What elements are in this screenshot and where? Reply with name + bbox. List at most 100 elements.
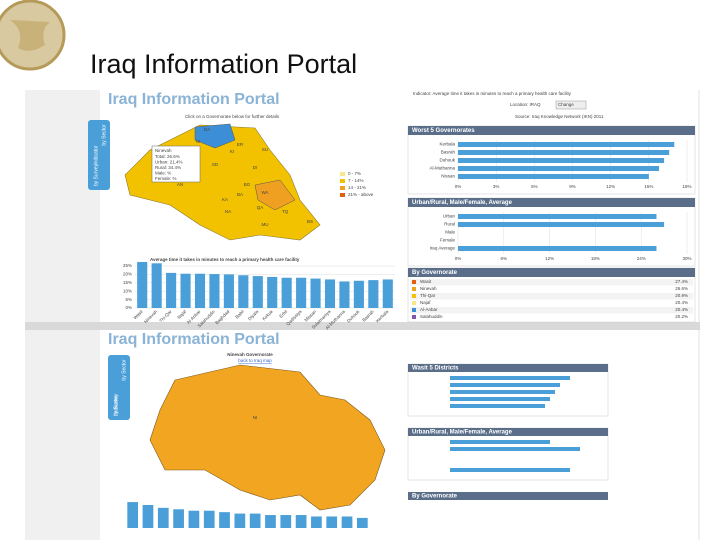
portal-header: Iraq Information Portal — [108, 331, 280, 348]
legend-swatch — [340, 179, 345, 183]
bar — [203, 510, 215, 528]
bar — [341, 516, 353, 528]
row-swatch — [412, 294, 416, 298]
panel-header — [408, 364, 608, 372]
row-bg — [410, 293, 693, 300]
row-name: Wasit — [420, 279, 432, 284]
bar — [151, 263, 162, 308]
map-label: TQ — [282, 209, 289, 214]
panel-title: Urban/Rural, Male/Female, Average — [412, 200, 513, 206]
bar — [252, 276, 263, 308]
indicator: Indicator: Average time it takes in minu… — [413, 91, 572, 96]
bar — [458, 166, 660, 171]
row-value: 20.4% — [675, 307, 688, 312]
bar — [209, 274, 220, 308]
change-button — [555, 100, 587, 110]
bar — [356, 517, 368, 528]
map-hint: Click on a Governorate below for further… — [185, 114, 280, 119]
bar — [267, 276, 278, 308]
legend-swatch — [340, 186, 345, 190]
row-bg — [410, 286, 693, 293]
category-label: Al-Muthanna — [429, 166, 455, 171]
x-tick-label: Najaf — [176, 308, 187, 319]
map-label: SU — [262, 147, 268, 152]
row-name: Al-Anbar — [420, 307, 438, 312]
panel — [407, 197, 696, 267]
category-label: Male — [445, 230, 455, 235]
tooltip — [151, 145, 201, 183]
tooltip-title: Ninevah — [155, 148, 172, 153]
slide-title: Iraq Information Portal — [90, 49, 357, 79]
bar — [142, 504, 154, 528]
bar — [458, 214, 657, 219]
x-tick-label: Babil — [234, 309, 245, 320]
row-name: Ninevah — [420, 286, 437, 291]
category-label: Rural — [444, 222, 455, 227]
bar — [450, 447, 580, 451]
map-label: DI — [253, 165, 258, 170]
bar — [458, 158, 665, 163]
row-name: Salahuddin — [420, 314, 443, 319]
category-label: Basrah — [441, 150, 456, 155]
bar — [450, 383, 560, 387]
map-label: BA — [237, 192, 243, 197]
bar — [311, 516, 322, 528]
map-wasit — [254, 179, 296, 211]
row-value: 20.9% — [675, 293, 688, 298]
tooltip-line: Rural: 34.4% — [155, 165, 181, 170]
map-label: WA — [261, 190, 268, 195]
panel-header — [408, 492, 608, 500]
bar — [219, 512, 230, 528]
x-tick-label: 0% — [455, 256, 462, 261]
bar — [127, 502, 139, 528]
x-tick-label: 0% — [455, 184, 462, 189]
gov-title: Ninevah Governorate — [227, 352, 273, 357]
row-name: Thi-Qar — [420, 293, 436, 298]
x-tick-label: 18% — [591, 256, 600, 261]
bar — [238, 275, 249, 308]
row-value: 20.4% — [675, 300, 688, 305]
y-tick-label: 5% — [125, 297, 132, 302]
map-label: MU — [262, 222, 269, 227]
x-tick-label: 9% — [569, 184, 576, 189]
panel-header — [408, 126, 695, 135]
category-label: Kerbala — [439, 142, 455, 147]
bar — [188, 510, 200, 528]
map-label: AN — [177, 182, 183, 187]
x-tick-label: 30% — [682, 256, 691, 261]
x-tick-label: Wasit — [132, 308, 144, 320]
map-label: NI — [253, 415, 258, 420]
tooltip-line: Total: 26.6% — [155, 154, 180, 159]
tab-label: by Survey — [113, 393, 119, 416]
bar — [353, 280, 364, 308]
x-tick-label: 18% — [682, 184, 691, 189]
chart-title: Average time it takes in minutes to reac… — [150, 257, 300, 262]
tooltip-line: Female: % — [155, 176, 177, 181]
row-swatch — [412, 315, 416, 319]
bar — [368, 280, 379, 308]
panel-title: By Governorate — [412, 270, 458, 276]
y-tick-label: 0% — [125, 305, 132, 310]
bar — [296, 277, 307, 308]
map-ninevah — [149, 364, 386, 511]
map-label: KA — [222, 197, 228, 202]
category-label: Nissan — [441, 174, 455, 179]
row-value: 26.6% — [675, 286, 688, 291]
bar — [450, 397, 550, 401]
bar — [310, 278, 321, 308]
map-label: KI — [230, 149, 234, 154]
row-bg — [410, 300, 693, 307]
tooltip-line: Male: % — [155, 171, 171, 176]
panel-header — [408, 428, 608, 436]
bar — [458, 150, 670, 155]
row-value: 27.4% — [675, 279, 688, 284]
tab-label: by Sector — [101, 124, 107, 145]
tab-label: Indicator — [113, 395, 119, 415]
legend-swatch — [340, 172, 345, 176]
row-swatch — [412, 308, 416, 312]
bar — [326, 516, 338, 528]
side-tab — [108, 355, 130, 420]
bar — [450, 440, 550, 444]
map-label: NA — [225, 209, 231, 214]
